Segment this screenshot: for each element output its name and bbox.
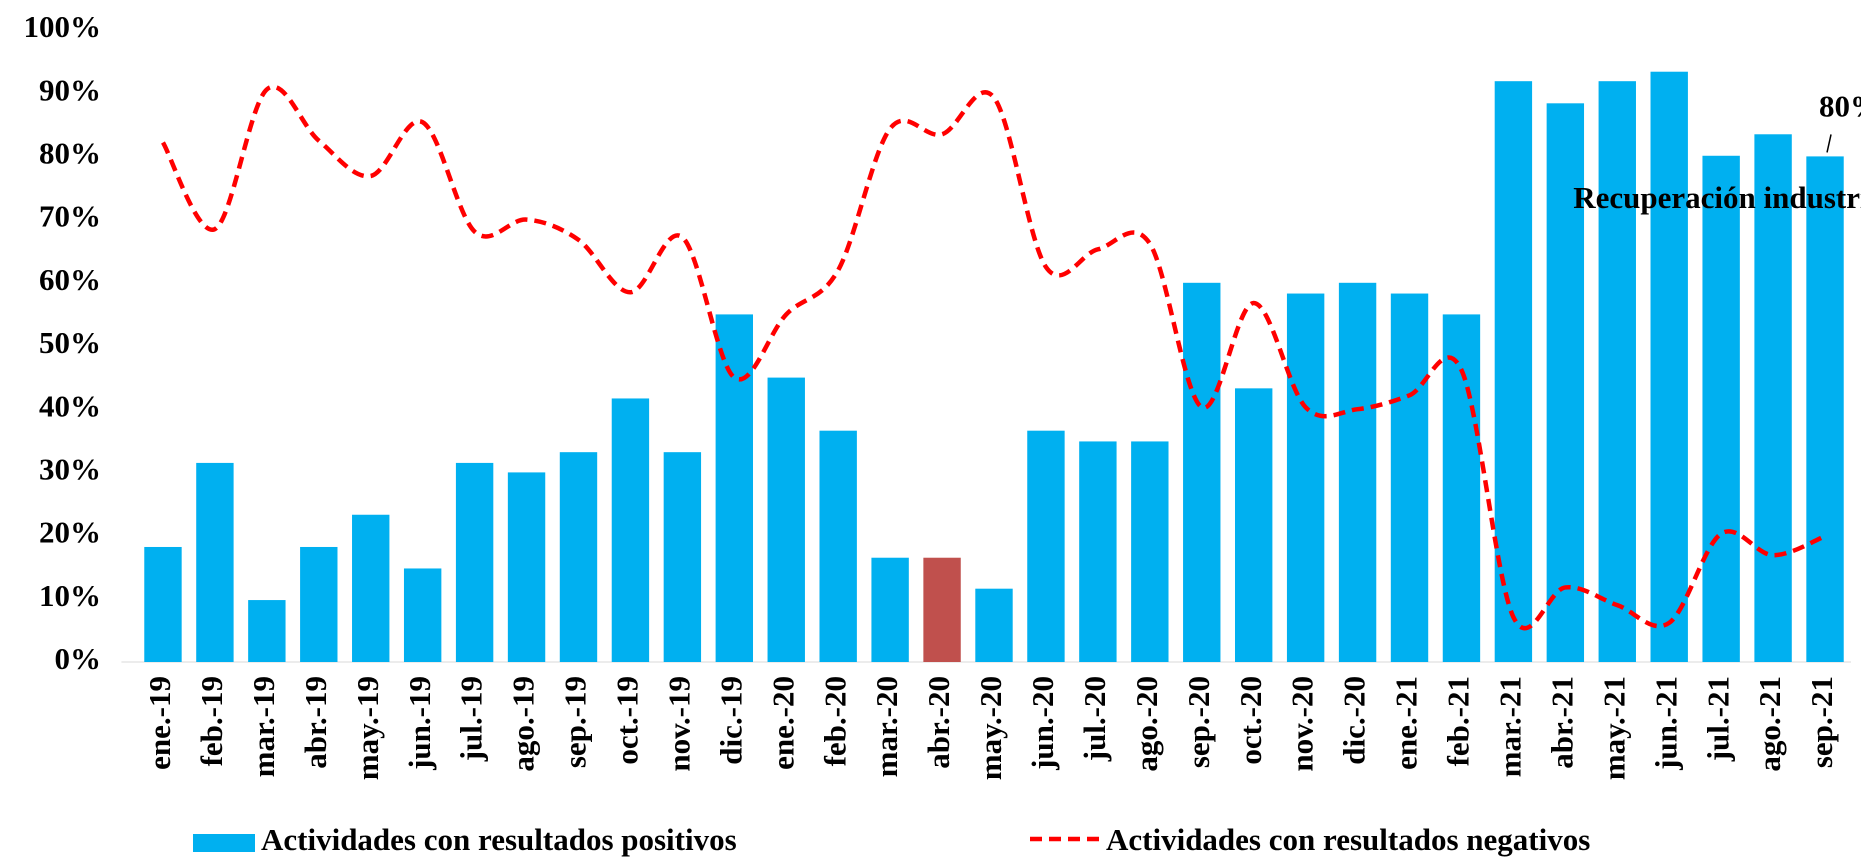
x-tick-label: ene.-20 [765, 676, 800, 770]
x-tick-label: may.-21 [1596, 676, 1631, 780]
y-tick-label: 0% [55, 641, 102, 676]
bar [1494, 81, 1533, 662]
legend-swatch [193, 834, 255, 852]
x-tick-label: oct.-19 [610, 676, 645, 765]
bar [767, 377, 805, 662]
x-tick-label: ene.-21 [1389, 676, 1424, 770]
x-tick-label: abr.-21 [1544, 676, 1579, 769]
bar [1234, 388, 1273, 662]
bar [507, 472, 546, 662]
bar [1131, 441, 1169, 662]
bar [715, 314, 754, 662]
legend-label: Actividades con resultados positivos [261, 822, 737, 857]
y-tick-label: 100% [24, 9, 102, 44]
bar [923, 557, 961, 662]
x-tick-label: jun.-19 [402, 676, 437, 771]
x-tick-label: abr.-20 [921, 676, 956, 769]
label-leader [1826, 134, 1832, 153]
x-tick-label: jun.-21 [1648, 676, 1683, 771]
y-tick-label: 90% [39, 72, 101, 107]
bar [1442, 314, 1481, 662]
x-tick-label: ago.-20 [1129, 676, 1164, 772]
x-tick-label: sep.-21 [1804, 676, 1839, 768]
y-tick-label: 10% [39, 578, 101, 613]
x-tick-label: sep.-19 [558, 676, 593, 768]
bar [663, 452, 702, 662]
bar [248, 600, 286, 662]
x-tick-label: sep.-20 [1181, 676, 1216, 768]
y-tick-label: 30% [39, 452, 101, 487]
x-tick-label: oct.-20 [1233, 676, 1268, 765]
x-tick-label: feb.-19 [194, 676, 229, 766]
bar [455, 462, 494, 662]
bar [1546, 103, 1585, 662]
y-tick-label: 40% [39, 388, 101, 423]
x-tick-label: jul.-21 [1700, 676, 1735, 762]
x-tick-label: ago.-19 [506, 676, 541, 772]
bar [819, 430, 857, 662]
x-tick-label: feb.-21 [1441, 676, 1476, 766]
y-tick-label: 20% [39, 515, 101, 550]
legend-label: Actividades con resultados negativos [1106, 822, 1590, 857]
y-tick-label: 60% [39, 262, 101, 297]
bar [871, 557, 909, 662]
bar [975, 588, 1013, 662]
x-tick-label: jun.-20 [1025, 676, 1060, 771]
bar [352, 514, 390, 662]
bar [300, 546, 338, 662]
bar [1806, 156, 1844, 662]
bar [1079, 441, 1117, 662]
bar [1027, 430, 1065, 662]
x-tick-label: ene.-19 [142, 676, 177, 770]
bar [559, 452, 598, 662]
y-tick-label: 70% [39, 199, 101, 234]
x-tick-label: mar.-19 [246, 676, 281, 777]
x-tick-label: jul.-19 [454, 676, 489, 762]
x-tick-label: nov.-19 [661, 676, 696, 772]
x-tick-label: mar.-20 [869, 676, 904, 777]
bar [144, 546, 182, 662]
bar [403, 568, 442, 662]
x-tick-label: may.-19 [350, 676, 385, 780]
bar [611, 398, 650, 662]
y-tick-label: 50% [39, 325, 101, 360]
line [160, 84, 1826, 631]
x-tick-label: abr.-19 [298, 676, 333, 769]
bar [1598, 81, 1636, 662]
bar [1390, 293, 1429, 662]
bar [1338, 282, 1377, 662]
x-tick-label: ago.-21 [1752, 676, 1787, 772]
annotation: Recuperación industrial [1573, 180, 1861, 215]
x-tick-label: dic.-20 [1337, 676, 1372, 765]
x-tick-label: dic.-19 [713, 676, 748, 765]
bar [1702, 155, 1740, 662]
x-tick-label: feb.-20 [817, 676, 852, 766]
data-label: 80% [1819, 89, 1861, 124]
bar [1286, 293, 1325, 662]
bar [1650, 71, 1688, 663]
bar [1754, 134, 1792, 662]
x-tick-label: nov.-20 [1285, 676, 1320, 772]
bar [1183, 282, 1221, 662]
x-tick-label: may.-20 [973, 676, 1008, 780]
bar [196, 462, 234, 662]
y-tick-label: 80% [39, 136, 101, 171]
x-tick-label: jul.-20 [1077, 676, 1112, 762]
x-tick-label: mar.-21 [1493, 676, 1528, 777]
